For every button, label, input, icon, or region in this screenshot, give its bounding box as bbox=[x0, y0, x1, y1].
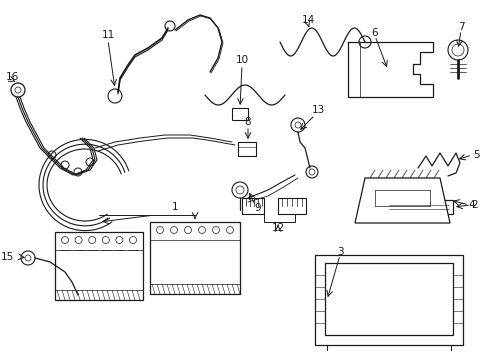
Text: 11: 11 bbox=[101, 30, 114, 40]
Text: 5: 5 bbox=[472, 150, 478, 160]
Text: 9: 9 bbox=[254, 203, 261, 213]
Text: 10: 10 bbox=[235, 55, 248, 65]
Bar bbox=[325, 263, 452, 335]
Bar bbox=[314, 255, 462, 345]
Text: 1: 1 bbox=[171, 202, 178, 212]
Text: 4: 4 bbox=[468, 200, 474, 210]
Polygon shape bbox=[354, 178, 449, 223]
Text: 8: 8 bbox=[244, 117, 251, 127]
Text: 2: 2 bbox=[471, 200, 477, 210]
Text: 7: 7 bbox=[457, 22, 464, 32]
Bar bbox=[384, 200, 452, 214]
Bar bbox=[242, 198, 264, 214]
Text: 14: 14 bbox=[301, 15, 314, 25]
Text: 15: 15 bbox=[1, 252, 14, 262]
Text: 3: 3 bbox=[336, 247, 343, 257]
Bar bbox=[150, 222, 240, 294]
Text: 6: 6 bbox=[371, 28, 378, 38]
Text: 16: 16 bbox=[5, 72, 19, 82]
Bar bbox=[278, 198, 305, 214]
Bar bbox=[372, 202, 382, 212]
Text: 13: 13 bbox=[311, 105, 324, 115]
Bar bbox=[55, 232, 142, 300]
Bar bbox=[231, 108, 247, 120]
Text: 12: 12 bbox=[271, 223, 284, 233]
Bar bbox=[238, 142, 256, 156]
